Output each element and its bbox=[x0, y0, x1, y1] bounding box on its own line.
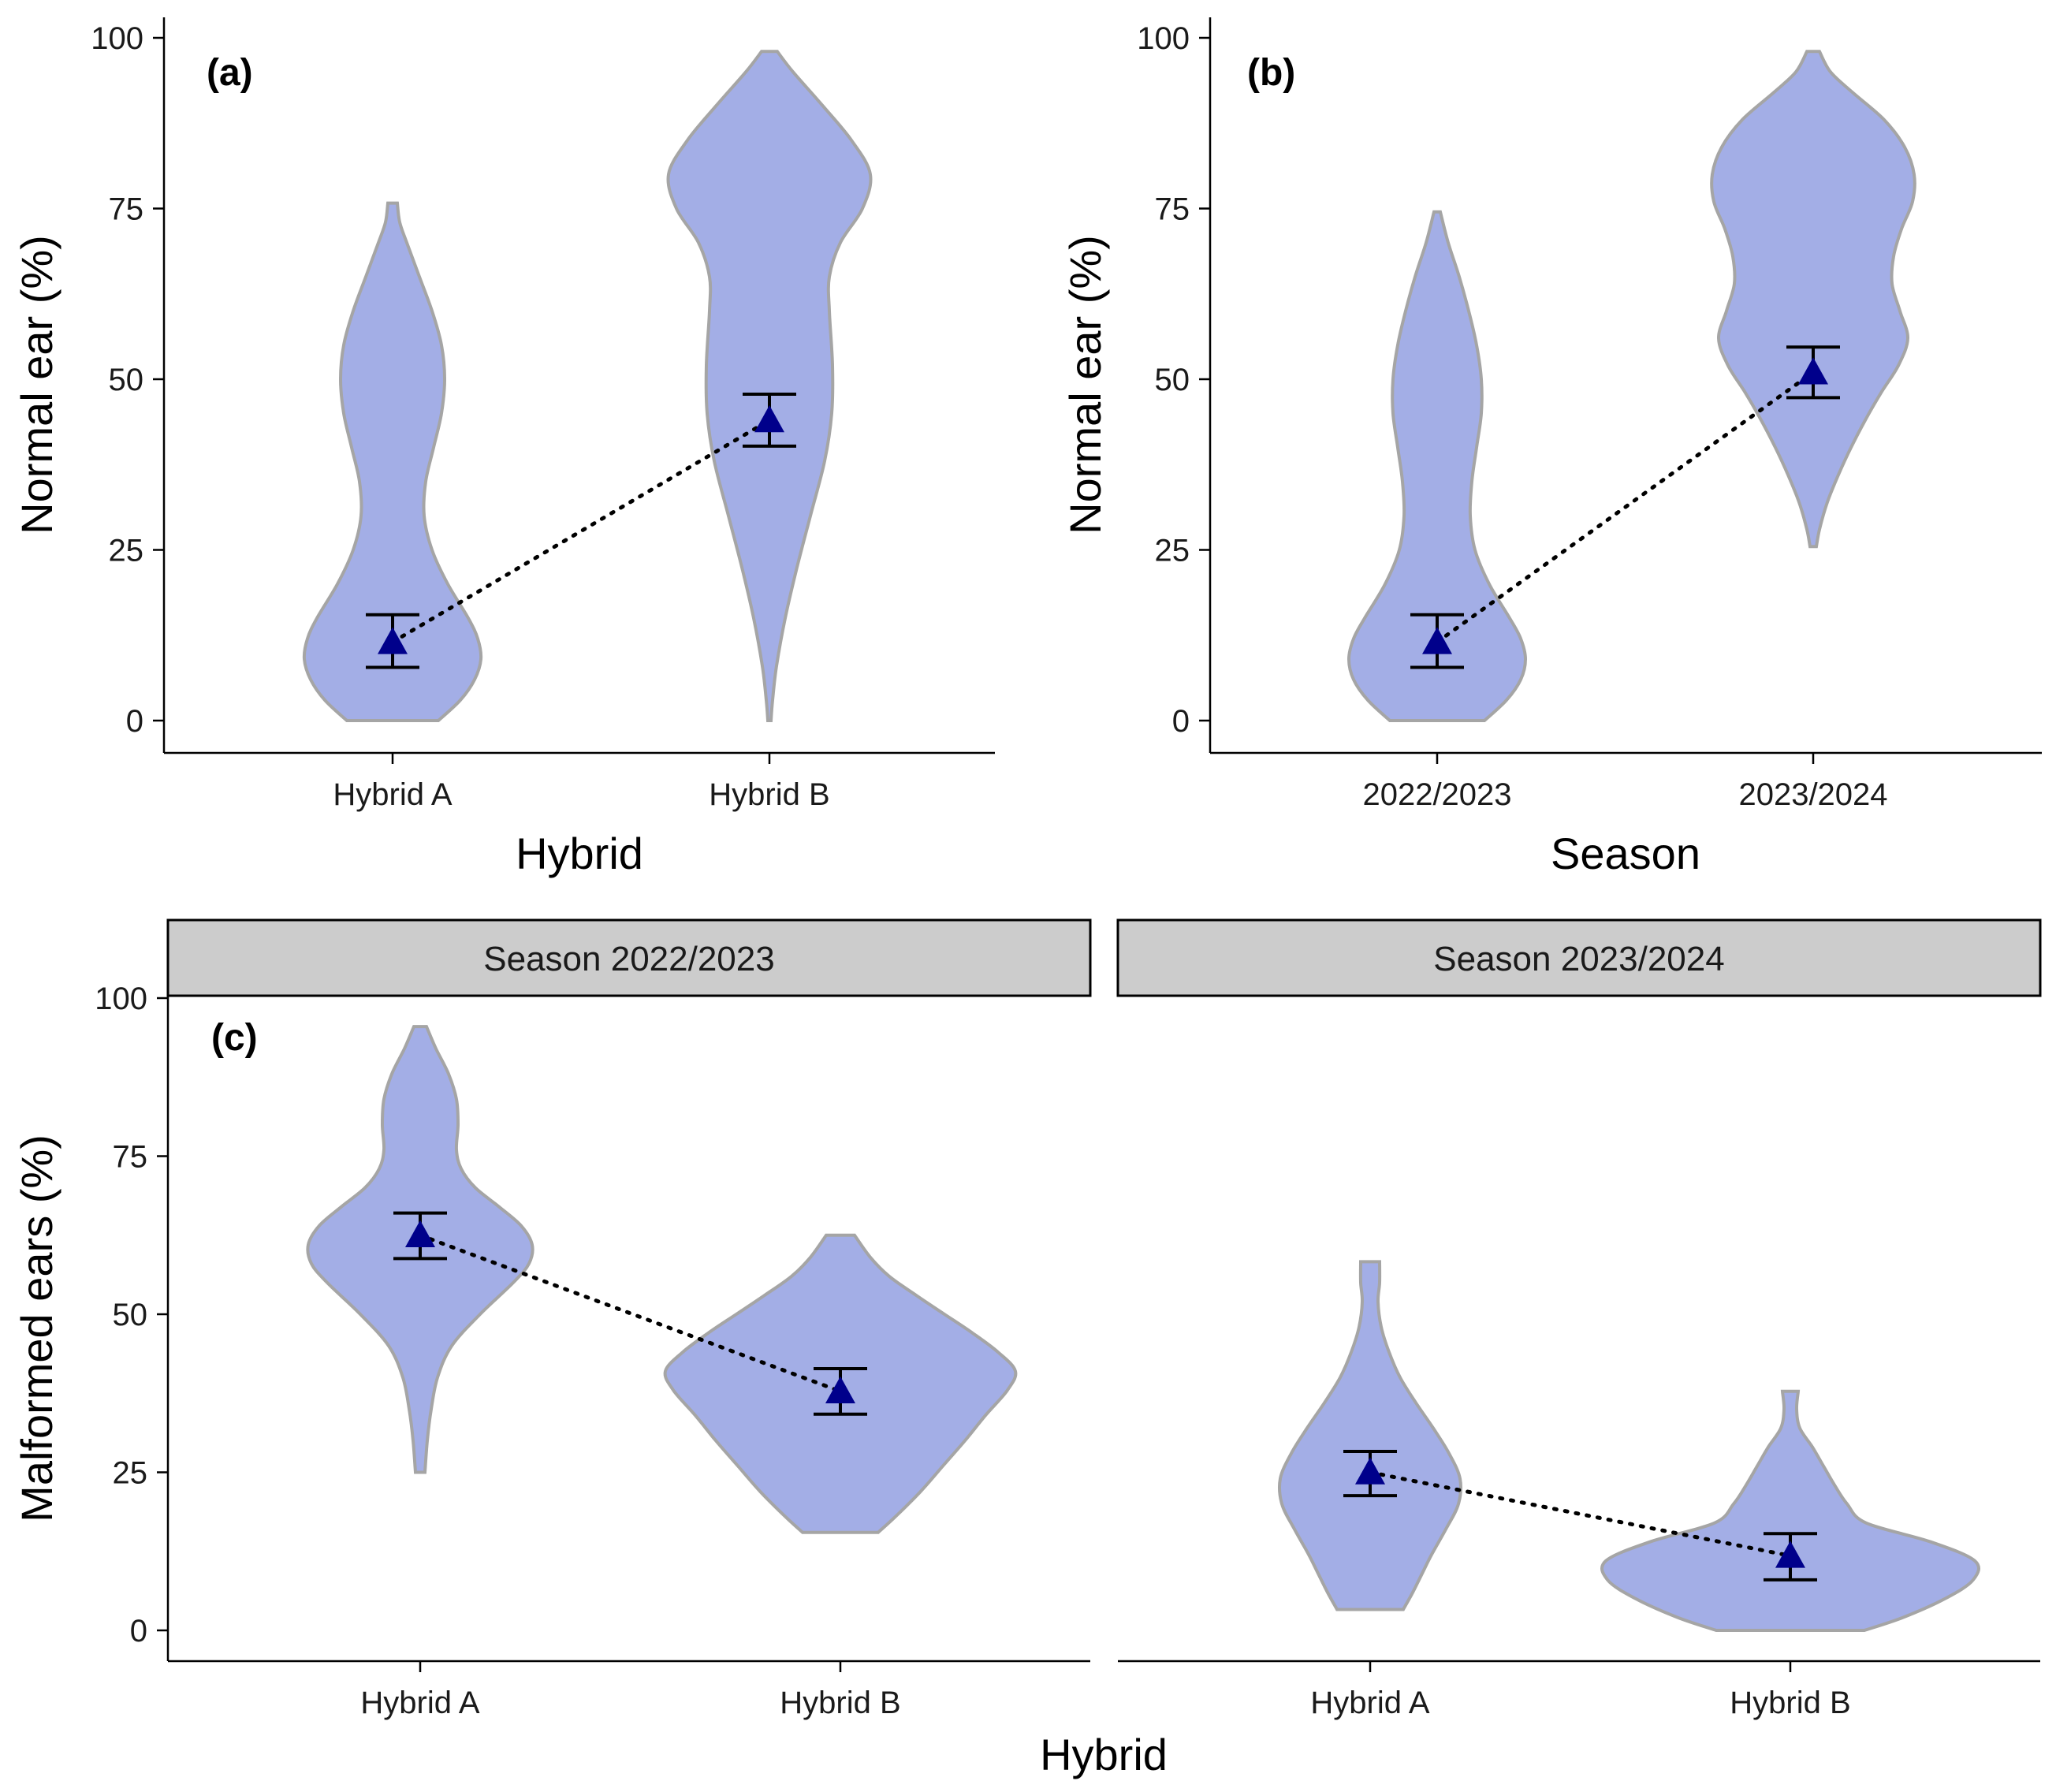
panel-b-y-ticks: 0 25 50 75 100 bbox=[1137, 21, 1210, 739]
panel-a-means bbox=[366, 393, 796, 669]
panel-b-mean-marker bbox=[1798, 357, 1828, 385]
panel-a-label: (a) bbox=[207, 52, 253, 94]
panel-b-mean-marker bbox=[1422, 627, 1452, 654]
panel-b-xtick-label: 2022/2023 bbox=[1362, 777, 1511, 812]
panel-a-mean-marker bbox=[378, 627, 408, 654]
panel-a-mean-connector bbox=[390, 418, 772, 644]
panel-b-violins bbox=[1346, 50, 1916, 722]
panel-b-ytick-label: 100 bbox=[1137, 21, 1190, 56]
violin-season-2022-2023 bbox=[1346, 210, 1528, 722]
panel-b-means bbox=[1410, 345, 1840, 669]
panel-b-ytick-label: 75 bbox=[1155, 192, 1190, 227]
panel-b-x-title: Season bbox=[1551, 829, 1700, 878]
panel-c-facet1-mean-marker bbox=[825, 1376, 855, 1403]
panel-c-x-ticks: Hybrid A Hybrid B Hybrid A Hybrid B bbox=[360, 1661, 1851, 1720]
panel-a-ytick-label: 25 bbox=[109, 534, 144, 568]
panel-c-ytick-label: 0 bbox=[130, 1614, 147, 1649]
violin-season-2023-2024 bbox=[1710, 50, 1916, 549]
panel-b-ytick-label: 50 bbox=[1155, 363, 1190, 397]
panel-a-violins bbox=[302, 50, 873, 722]
panel-b-x-ticks: 2022/2023 2023/2024 bbox=[1362, 753, 1888, 812]
panel-b-ytick-label: 25 bbox=[1155, 534, 1190, 568]
panel-b-xtick-label: 2023/2024 bbox=[1738, 777, 1887, 812]
panel-a-xtick-label: Hybrid B bbox=[709, 777, 829, 812]
panel-c-ytick-label: 50 bbox=[113, 1298, 148, 1332]
panel-c-facet1-mean-connector bbox=[418, 1233, 843, 1394]
violin-hybrid-b bbox=[666, 50, 873, 722]
panel-c-facet1-xtick-label: Hybrid B bbox=[780, 1686, 900, 1720]
violin-facet2-hybrid-a bbox=[1277, 1260, 1463, 1611]
panel-c-x-title: Hybrid bbox=[1040, 1730, 1168, 1779]
facet-strip-2-title: Season 2023/2024 bbox=[1433, 940, 1724, 978]
panel-c-label: (c) bbox=[211, 1017, 258, 1059]
panel-a-ytick-label: 50 bbox=[109, 363, 144, 397]
panel-b-y-title: Normal ear (%) bbox=[1060, 235, 1110, 535]
panel-c-violins bbox=[306, 1025, 1980, 1632]
panel-c-y-ticks: 0 25 50 75 100 bbox=[95, 982, 168, 1649]
panel-c-facet2-mean-marker bbox=[1775, 1541, 1805, 1568]
facet-strip-1-title: Season 2022/2023 bbox=[483, 940, 774, 978]
panel-a-x-ticks: Hybrid A Hybrid B bbox=[333, 753, 830, 812]
panel-c-facet1-xtick-label: Hybrid A bbox=[360, 1686, 479, 1720]
panel-a-ytick-label: 75 bbox=[109, 192, 144, 227]
panel-a-y-ticks: 0 25 50 75 100 bbox=[91, 21, 164, 739]
panel-c-facet2-mean-marker bbox=[1355, 1457, 1385, 1485]
panel-c-ytick-label: 25 bbox=[113, 1456, 148, 1491]
panel-c-ytick-label: 75 bbox=[113, 1140, 148, 1175]
facet-strip-1 bbox=[166, 918, 1092, 997]
facet-strip-2 bbox=[1116, 918, 2042, 997]
violin-hybrid-a bbox=[302, 201, 483, 722]
panel-c-facet2-xtick-label: Hybrid B bbox=[1730, 1686, 1850, 1720]
panel-a: 0 25 50 75 100 Hybrid A Hybrid B (a) Hybrid N… bbox=[12, 17, 995, 878]
panel-c-facet2-mean-connector bbox=[1368, 1470, 1793, 1558]
panel-b-mean-connector bbox=[1435, 370, 1816, 644]
panel-c-facet2-xtick-label: Hybrid A bbox=[1310, 1686, 1429, 1720]
panel-b: 0 25 50 75 100 2022/2023 2023/2024 (b) Season… bbox=[1060, 17, 2042, 878]
panel-c-means bbox=[393, 1211, 1817, 1582]
panel-c-y-title: Malformed ears (%) bbox=[12, 1134, 61, 1522]
panel-b-label: (b) bbox=[1247, 52, 1295, 94]
panel-a-x-title: Hybrid bbox=[516, 829, 643, 878]
panel-a-ytick-label: 100 bbox=[91, 21, 143, 56]
panel-b-ytick-label: 0 bbox=[1172, 704, 1190, 739]
panel-c: Season 2022/2023 Season 2023/2024 0 25 50 7… bbox=[12, 918, 2042, 1779]
panel-a-ytick-label: 0 bbox=[126, 704, 143, 739]
panel-a-mean-marker bbox=[754, 405, 784, 433]
panel-c-facet1-mean-marker bbox=[405, 1220, 435, 1247]
violin-facet2-hybrid-b bbox=[1600, 1389, 1980, 1632]
panel-a-xtick-label: Hybrid A bbox=[333, 777, 452, 812]
panel-c-ytick-label: 100 bbox=[95, 982, 147, 1016]
panel-a-y-title: Normal ear (%) bbox=[12, 235, 61, 535]
